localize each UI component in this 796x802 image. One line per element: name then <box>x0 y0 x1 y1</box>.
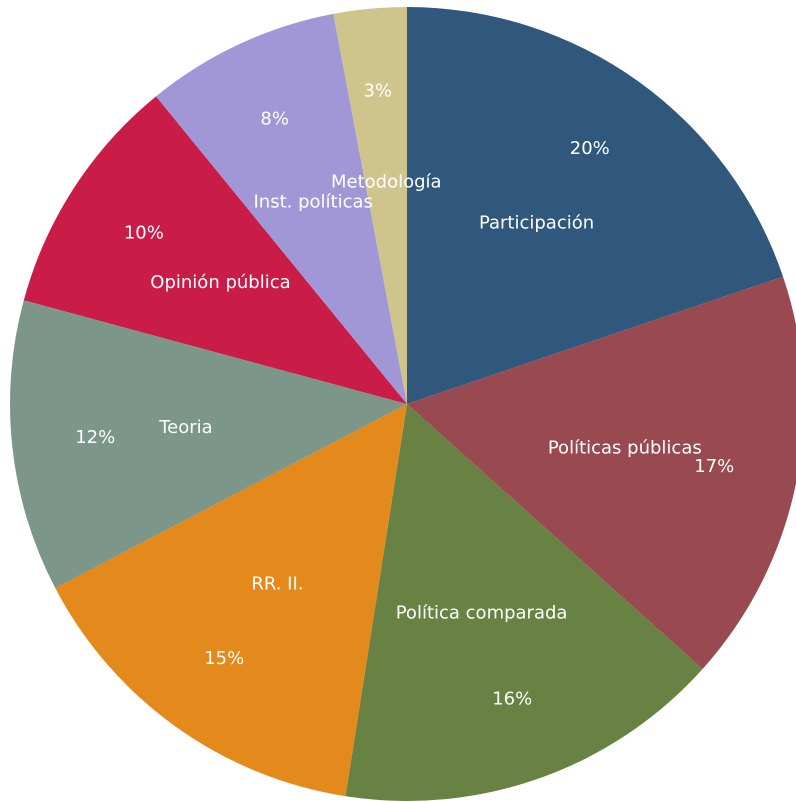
pie-slice <box>156 13 407 405</box>
pie-slice <box>407 7 784 404</box>
slice-label: Participación <box>479 212 594 233</box>
pie-slice <box>333 7 407 404</box>
value-label: 12% <box>75 427 115 448</box>
slice-label: Políticas públicas <box>548 438 702 459</box>
pie-slice <box>345 404 703 801</box>
slice-label: Política comparada <box>396 602 568 623</box>
value-label: 8% <box>260 109 289 130</box>
value-label: 3% <box>363 81 392 102</box>
value-label: 17% <box>694 456 734 477</box>
slice-label: Opinión pública <box>150 272 290 293</box>
value-label: 10% <box>124 222 164 243</box>
value-label: 15% <box>204 648 244 669</box>
pie-slice <box>9 300 407 589</box>
slice-label: RR. II. <box>251 574 303 595</box>
value-label: 16% <box>492 688 532 709</box>
value-label: 20% <box>570 138 610 159</box>
slice-label: Metodología <box>331 172 442 193</box>
pie-slice <box>407 276 796 670</box>
pie-slice <box>55 404 408 797</box>
pie-slice <box>23 96 407 405</box>
slice-label: Inst. políticas <box>254 191 373 212</box>
slice-label: Teoria <box>158 417 212 438</box>
